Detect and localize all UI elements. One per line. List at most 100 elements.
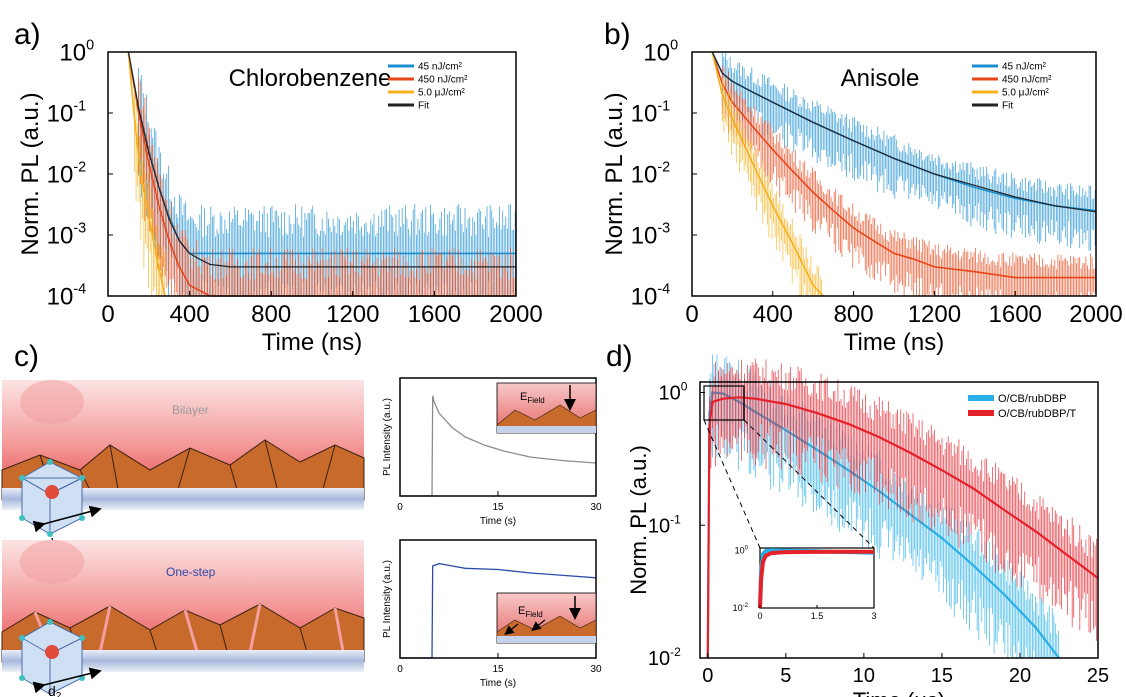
bilayer-perovskite-layer (1, 439, 365, 501)
chart-d-xlabel: Time (μs) (853, 688, 946, 697)
d2-label: d2 (48, 683, 62, 697)
panel-label-a: a) (14, 18, 41, 51)
chart-b-ytick-label: 10-3 (631, 221, 671, 250)
onestep-perovskite-layer (1, 603, 365, 663)
onestep-schematic: d2 One-step (1, 540, 365, 697)
chart-b-ytick-label: 100 (643, 38, 678, 67)
chart-a-ytick-label: 100 (59, 38, 94, 67)
inset-xtick-label: 3 (871, 611, 876, 621)
d2-arrow (32, 667, 102, 694)
chart-b-line-fit (711, 51, 1097, 213)
chart-d-ytick-label: 10-2 (648, 645, 681, 670)
efield-label-bottom: EField (518, 605, 543, 619)
chart-d-ytick-label: 100 (658, 380, 687, 405)
chart-d-legend-label: O/CB/rubDBP (998, 393, 1066, 405)
chart-c-top-xtick-label: 0 (397, 502, 403, 513)
c-bottom-inset: EField (496, 592, 597, 644)
chart-b-ytick-label: 10-2 (631, 160, 671, 189)
chart-b-title: Anisole (841, 65, 920, 92)
chart-a-ytick-label: 10-2 (47, 160, 87, 189)
chart-c-bottom-ylabel: PL Intensity (a.u.) (382, 560, 393, 638)
chart-c-bottom-xtick-label: 15 (492, 664, 504, 675)
chart-a-line-fit (127, 51, 516, 268)
chart-b-ylabel: Norm. PL (a.u.) (601, 92, 628, 255)
panel-label-c: c) (14, 340, 39, 373)
efield-label-top: EField (520, 391, 545, 405)
panel-label-b: b) (604, 18, 631, 51)
chart-a-ytick-label: 10-3 (47, 221, 87, 250)
chart-a-legend-label: 450 nJ/cm² (418, 75, 468, 86)
chart-c-top-ylabel: PL Intensity (a.u.) (382, 398, 393, 476)
schematic-c: d1 Bilayer d2 One-step (1, 380, 365, 697)
chart-b-xlabel: Time (ns) (844, 329, 944, 356)
chart-b-legend-label: 450 nJ/cm² (1002, 75, 1052, 86)
chart-c-bottom-xlabel: Time (s) (480, 678, 516, 689)
chart-d-xtick-label: 5 (780, 665, 791, 687)
chart-b-legend-label: Fit (1002, 101, 1013, 112)
onestep-molecule (20, 540, 84, 584)
chart-d-xtick-label: 15 (931, 665, 953, 687)
chart-c-top-xtick-label: 15 (492, 502, 504, 513)
chart-a-xtick-label: 400 (170, 301, 210, 328)
chart-b-ytick-label: 10-1 (631, 99, 671, 128)
chart-c-top: 0 15 30 Time (s) PL Intensity (a.u.) (382, 377, 602, 527)
chart-b-noise-5-0-j-cm- (721, 77, 823, 296)
chart-a-xtick-label: 1600 (408, 301, 461, 328)
chart-b-legend-label: 45 nJ/cm² (1002, 62, 1047, 73)
chart-a-noise-450-nj-cm- (138, 76, 516, 296)
inset-xtick-label: 1.5 (811, 611, 824, 621)
chart-b-xtick-label: 800 (834, 301, 874, 328)
chart-d-xtick-label: 10 (853, 665, 875, 687)
bilayer-schematic: d1 Bilayer (1, 380, 365, 554)
panel-label-d: d) (606, 340, 633, 373)
bilayer-substrate (2, 488, 364, 510)
chart-a: 0 400 800 1200 1600 2000 10-4 10-3 10-2 10-1 100 Ti… (17, 38, 543, 356)
inset-ytick-label: 100 (735, 545, 749, 555)
chart-c-top-xlabel: Time (s) (480, 516, 516, 527)
chart-c-bottom-line-series-0 (400, 562, 597, 659)
chart-b-ytick-label: 10-4 (631, 282, 671, 311)
chart-d-ytick-label: 10-1 (648, 512, 681, 537)
chart-d-xtick-label: 20 (1009, 665, 1031, 687)
chart-c-bottom-xtick-label: 30 (590, 664, 602, 675)
bilayer-molecule (20, 380, 84, 424)
chart-b-legend-label: 5.0 μJ/cm² (1002, 88, 1050, 99)
chart-d-xtick-label: 0 (702, 665, 713, 687)
inset-bg (759, 547, 875, 609)
chart-b-xtick-label: 1200 (908, 301, 961, 328)
chart-b: 0 400 800 1200 1600 2000 10-4 10-3 10-2 10-1 100 Ti… (601, 38, 1123, 356)
chart-d-line-o-cb-rubdbp (706, 391, 1060, 659)
chart-a-legend-label: 5.0 μJ/cm² (418, 88, 466, 99)
zoom-line-right (743, 419, 875, 549)
onestep-label: One-step (166, 565, 216, 579)
chart-d-ylabel: Norm. PL (a.u.) (626, 445, 651, 595)
c-top-inset: EField (496, 382, 597, 434)
chart-d-legend-label: O/CB/rubDBP/T (998, 408, 1077, 420)
chart-a-xtick-label: 2000 (489, 301, 542, 328)
chart-d-frame (699, 381, 1099, 659)
chart-a-xtick-label: 800 (251, 301, 291, 328)
chart-c-top-xtick-label: 30 (590, 502, 602, 513)
chart-d: 0 5 10 15 20 25 10-2 10-1 100 Time (μs) Norm. PL (… (626, 354, 1109, 697)
inset-xtick-label: 0 (757, 611, 762, 621)
chart-a-ytick-label: 10-1 (47, 99, 87, 128)
chart-a-noise-5-0-j-cm- (134, 87, 165, 296)
chart-c-top-line-series-0 (400, 395, 597, 497)
zoom-box (703, 385, 745, 421)
chart-a-ylabel: Norm. PL (a.u.) (17, 92, 44, 255)
chart-c-bottom-xtick-label: 0 (397, 664, 403, 675)
chart-a-ytick-label: 10-4 (47, 282, 87, 311)
inset-series-1 (758, 549, 874, 609)
chart-b-xtick-label: 2000 (1069, 301, 1122, 328)
inset-ytick-label: 10-2 (733, 603, 749, 613)
chart-b-xtick-label: 1600 (989, 301, 1042, 328)
chart-a-title: Chlorobenzene (229, 65, 392, 92)
chart-a-legend-label: 45 nJ/cm² (418, 62, 463, 73)
chart-d-xtick-label: 25 (1087, 665, 1109, 687)
bilayer-label: Bilayer (172, 403, 209, 417)
chart-d-noise-o-cb-rubdbp-t (709, 358, 1097, 641)
chart-a-xtick-label: 1200 (326, 301, 379, 328)
chart-b-xtick-label: 400 (753, 301, 793, 328)
chart-a-legend-label: Fit (418, 101, 429, 112)
